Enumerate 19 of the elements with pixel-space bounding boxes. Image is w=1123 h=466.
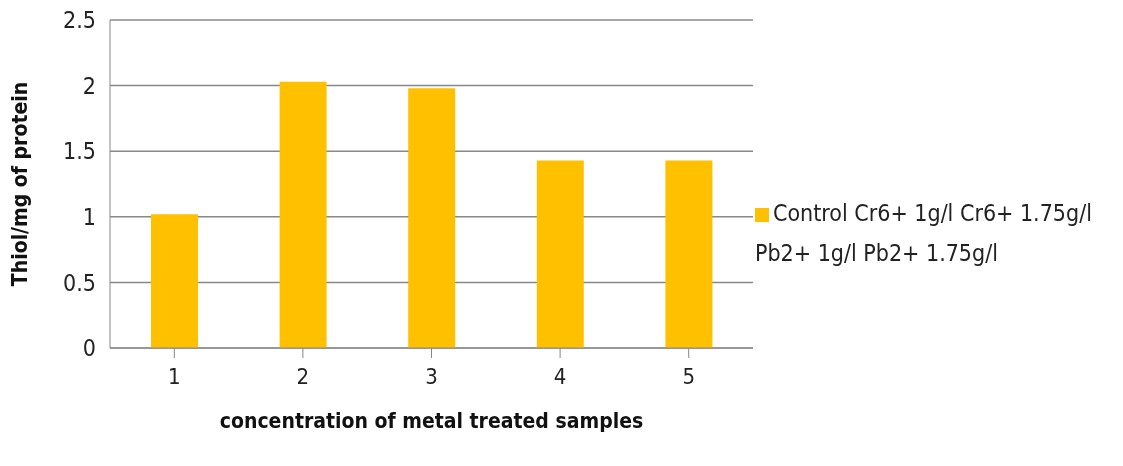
y-tick-label: 0.5 [63, 269, 96, 296]
legend-label: Control Cr6+ 1g/l Cr6+ 1.75g/l Pb2+ 1g/l Pb2+ 1.75g/l [755, 200, 1092, 266]
bar [408, 88, 456, 348]
bar [536, 160, 584, 348]
x-axis-title: concentration of metal treated samples [219, 409, 644, 433]
x-tick-label: 5 [682, 363, 695, 389]
x-tick-label: 1 [168, 363, 181, 389]
y-tick-label: 1.5 [63, 138, 96, 165]
bar [279, 81, 327, 348]
x-tick-label: 4 [553, 363, 567, 389]
y-tick-label: 1 [82, 203, 96, 230]
bar [665, 160, 713, 348]
y-tick-label: 0 [82, 335, 96, 362]
y-axis-title: Thiol/mg of protein [8, 81, 33, 287]
x-tick-label: 3 [425, 363, 438, 389]
x-tick-label: 2 [296, 363, 310, 389]
y-tick-label: 2.5 [63, 7, 96, 34]
y-tick-label: 2 [82, 72, 96, 99]
bar [151, 214, 198, 348]
